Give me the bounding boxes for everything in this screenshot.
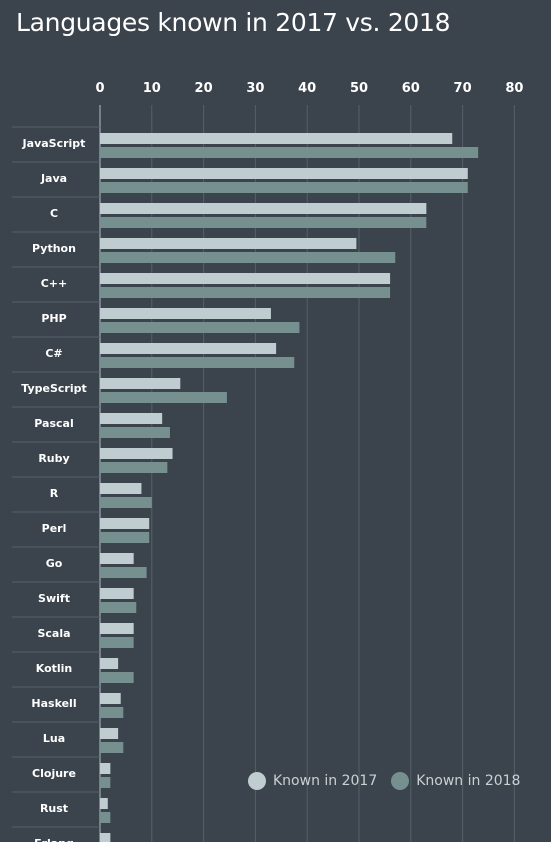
legend-label-2017: Known in 2017 [273,773,378,789]
bar-2017 [100,763,111,774]
bar-2017 [100,553,134,564]
bar-2018 [100,742,124,753]
bar-2017 [100,413,163,424]
bar-2018 [100,287,391,298]
category-label: Swift [38,592,70,605]
category-label: Python [32,242,76,255]
x-tick-label: 80 [505,81,523,96]
x-tick-label: 70 [454,81,472,96]
bar-2017 [100,238,357,249]
legend-item-2018[interactable]: Known in 2018 [391,772,520,790]
category-label: Erlang [34,837,74,842]
bar-2018 [100,322,300,333]
bar-2017 [100,833,111,842]
x-tick-label: 20 [195,81,213,96]
category-label: C# [45,347,62,360]
category-label: Scala [37,627,70,640]
legend-label-2018: Known in 2018 [416,773,521,789]
bar-2018 [100,357,295,368]
x-tick-label: 60 [402,81,420,96]
bar-2018 [100,532,150,543]
category-label: Ruby [38,452,69,465]
bar-2018 [100,392,227,403]
bar-2018 [100,497,152,508]
category-label: Lua [43,732,65,745]
category-label: Haskell [31,697,76,710]
bar-2018 [100,707,124,718]
x-tick-label: 0 [95,81,104,96]
bar-2018 [100,637,134,648]
bar-2018 [100,462,168,473]
bar-2018 [100,812,111,823]
category-label: JavaScript [22,137,86,150]
category-label: Rust [40,802,68,815]
x-tick-label: 40 [298,81,316,96]
x-tick-label: 50 [350,81,368,96]
bar-2017 [100,448,173,459]
x-tick-label: 30 [246,81,264,96]
bar-2017 [100,798,108,809]
bar-2017 [100,203,427,214]
legend-dot-2017-icon [248,772,266,790]
bar-2018 [100,147,479,158]
legend-item-2017[interactable]: Known in 2017 [248,772,377,790]
bar-2017 [100,728,119,739]
bar-2018 [100,182,468,193]
bar-2018 [100,252,396,263]
chart-title: Languages known in 2017 vs. 2018 [16,8,451,37]
category-label: PHP [41,312,66,325]
bar-2017 [100,273,391,284]
bar-2017 [100,483,142,494]
bar-2018 [100,777,111,788]
x-tick-label: 10 [143,81,161,96]
bar-2017 [100,623,134,634]
category-label: C++ [41,277,68,290]
category-label: TypeScript [21,382,86,395]
bar-2017 [100,308,271,319]
bar-2018 [100,672,134,683]
category-label: R [50,487,59,500]
category-label: C [50,207,58,220]
bar-2017 [100,658,119,669]
bar-2017 [100,168,468,179]
legend-dot-2018-icon [391,772,410,790]
category-label: Perl [42,522,67,535]
category-label: Java [40,172,67,185]
category-label: Go [46,557,63,570]
category-label: Clojure [32,767,76,780]
bar-2017 [100,378,181,389]
bar-2018 [100,567,147,578]
bar-2018 [100,217,427,228]
legend: Known in 2017 Known in 2018 [248,772,534,790]
bar-2017 [100,343,277,354]
bar-2017 [100,588,134,599]
bar-2017 [100,518,150,529]
bar-2017 [100,693,121,704]
bar-2018 [100,602,137,613]
bar-2018 [100,427,170,438]
category-label: Kotlin [36,662,73,675]
bar-2017 [100,133,453,144]
category-label: Pascal [34,417,73,430]
